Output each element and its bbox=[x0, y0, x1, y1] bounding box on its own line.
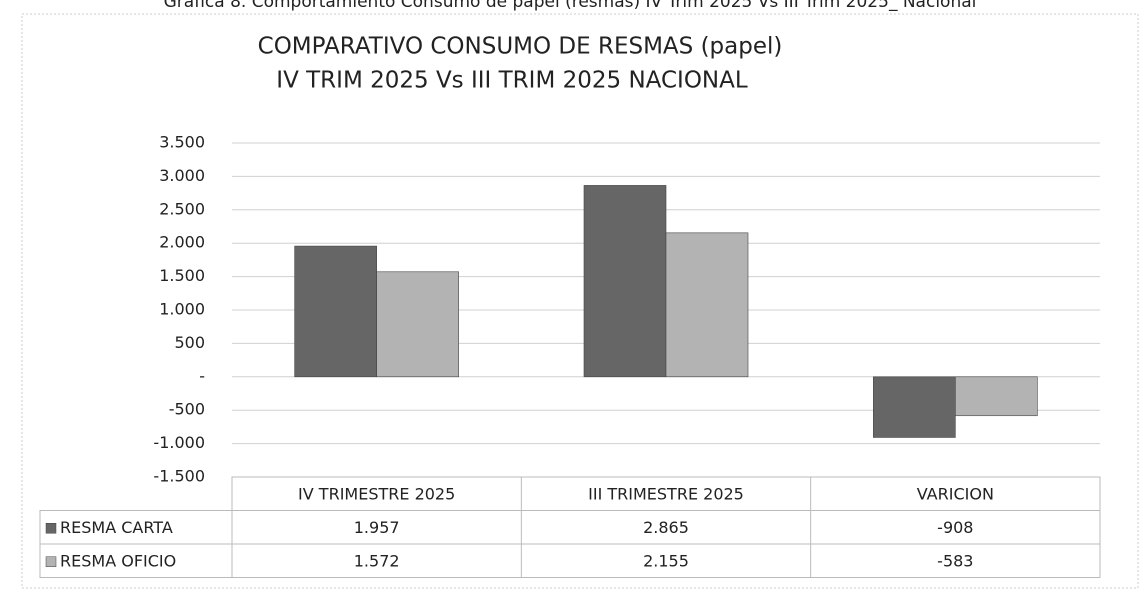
chart-subtitle: IV TRIM 2025 Vs III TRIM 2025 NACIONAL bbox=[276, 68, 748, 94]
y-tick-label: - bbox=[199, 366, 205, 385]
legend-swatch bbox=[45, 556, 57, 567]
y-tick-label: -1.500 bbox=[153, 467, 205, 486]
caption: Gráfica 8. Comportamiento Consumo de pap… bbox=[164, 0, 977, 12]
bar bbox=[294, 245, 377, 378]
chart-border bbox=[21, 13, 1139, 589]
y-tick-label: 2.000 bbox=[159, 233, 205, 252]
y-tick-label: 1.000 bbox=[159, 300, 205, 319]
bar bbox=[376, 271, 459, 378]
y-tick-label: -500 bbox=[169, 400, 205, 419]
y-tick-label: 500 bbox=[174, 333, 205, 352]
y-tick-label: 3.000 bbox=[159, 166, 205, 185]
table-header: IV TRIMESTRE 2025 bbox=[298, 484, 455, 503]
legend-label: RESMA OFICIO bbox=[60, 551, 176, 570]
data-label: 2.865 bbox=[643, 518, 689, 537]
chart-title: COMPARATIVO CONSUMO DE RESMAS (papel) bbox=[258, 34, 783, 60]
bar bbox=[873, 376, 956, 438]
y-tick-label: 2.500 bbox=[159, 199, 205, 218]
bar bbox=[955, 376, 1038, 417]
legend-swatch bbox=[45, 523, 57, 534]
y-tick-label: -1.000 bbox=[153, 433, 205, 452]
y-tick-label: 3.500 bbox=[159, 133, 205, 152]
data-label: 1.957 bbox=[354, 518, 400, 537]
table-header: III TRIMESTRE 2025 bbox=[588, 484, 744, 503]
data-label: 1.572 bbox=[354, 551, 400, 570]
data-label: -908 bbox=[937, 518, 973, 537]
data-label: 2.155 bbox=[643, 551, 689, 570]
data-label: -583 bbox=[937, 551, 973, 570]
legend-label: RESMA CARTA bbox=[60, 518, 173, 537]
bar bbox=[583, 185, 667, 378]
table-header: VARICION bbox=[917, 484, 994, 503]
y-tick-label: 1.500 bbox=[159, 266, 205, 285]
bar bbox=[665, 232, 749, 378]
